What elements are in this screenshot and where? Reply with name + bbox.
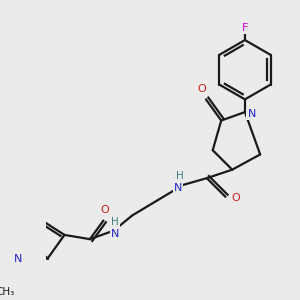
Text: O: O xyxy=(231,194,240,203)
Text: O: O xyxy=(197,84,206,94)
Text: F: F xyxy=(242,23,248,33)
Text: O: O xyxy=(101,206,110,215)
Text: N: N xyxy=(111,229,119,239)
Text: CH₃: CH₃ xyxy=(0,287,15,297)
Text: H: H xyxy=(111,217,119,227)
Text: N: N xyxy=(248,109,256,119)
Text: H: H xyxy=(176,172,184,182)
Text: N: N xyxy=(174,183,182,193)
Text: N: N xyxy=(14,254,22,264)
